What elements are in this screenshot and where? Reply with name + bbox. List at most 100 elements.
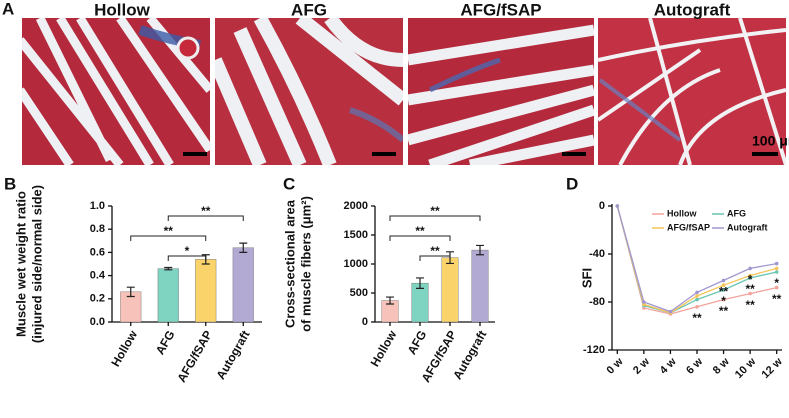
significance-label: **: [719, 304, 729, 318]
y-tick-label: 0.6: [90, 246, 105, 258]
point: [721, 278, 726, 283]
y-axis-title: Muscle wet weight ratio: [13, 191, 28, 337]
x-tick-label: 4 w: [658, 355, 679, 376]
x-tick-label: AFG: [153, 328, 178, 357]
image-afg-fsap: [408, 18, 594, 165]
panel-label: C: [283, 174, 295, 193]
point: [721, 297, 726, 302]
x-tick-label: 0 w: [604, 355, 625, 376]
point: [748, 266, 752, 271]
bar: [471, 249, 489, 323]
y-tick-label: 0: [599, 200, 605, 212]
y-tick-label: -40: [589, 248, 605, 260]
y-axis-title: SFI: [579, 268, 594, 288]
significance-label: **: [430, 204, 440, 218]
x-tick-label: Hollow: [108, 328, 140, 370]
y-tick-label: -120: [583, 344, 605, 356]
panel-label: B: [4, 174, 16, 193]
significance-bracket: [389, 235, 451, 241]
bar: [157, 268, 179, 323]
bar: [441, 257, 459, 323]
significance-label: **: [719, 285, 729, 299]
x-tick-label: AFG: [405, 328, 430, 357]
panel-label: A: [2, 0, 14, 18]
y-tick-label: 1.0: [90, 200, 105, 212]
error-bar: [416, 277, 424, 289]
y-tick-label: 0.8: [90, 223, 105, 235]
x-tick-label: 12 w: [760, 355, 786, 381]
y-tick-label: 0.4: [90, 270, 106, 282]
histology-images: [22, 18, 786, 165]
legend-label: AFG/fSAP: [667, 222, 710, 232]
image-title: AFG/fSAP: [460, 0, 541, 19]
y-tick-label: 0.0: [90, 316, 105, 328]
x-tick-label: 6 w: [684, 355, 705, 376]
point: [774, 270, 779, 274]
image-title: Autograft: [654, 0, 731, 19]
point: [774, 285, 779, 290]
error-bar: [164, 266, 173, 271]
legend-label: Autograft: [727, 222, 768, 232]
point: [668, 309, 673, 314]
legend-label: AFG: [727, 208, 746, 218]
point: [774, 261, 779, 266]
x-tick-label: Autograft: [213, 328, 252, 382]
panel-label: D: [566, 174, 578, 193]
error-bar: [386, 296, 394, 305]
significance-label: **: [745, 298, 755, 312]
bar: [411, 282, 429, 323]
x-tick-label: 2 w: [631, 355, 652, 376]
significance-label: *: [185, 244, 190, 258]
significance-label: **: [745, 282, 755, 296]
y-tick-label: 1500: [344, 229, 368, 241]
x-tick-label: Hollow: [368, 328, 400, 370]
y-tick-label: 0: [362, 316, 368, 328]
x-tick-label: 8 w: [711, 355, 732, 376]
significance-label: *: [748, 273, 753, 287]
y-tick-label: 0.2: [90, 293, 105, 305]
error-bar: [476, 244, 484, 256]
x-tick-label: AFG/fSAP: [174, 328, 215, 385]
image-hollow: [22, 18, 210, 165]
error-bar: [126, 286, 135, 298]
y-axis-title: of muscle fibers (μm²): [298, 196, 313, 332]
point: [615, 204, 620, 208]
point: [695, 290, 699, 295]
y-tick-label: 500: [350, 287, 368, 299]
y-tick-label: -80: [589, 296, 605, 308]
y-tick-label: 1000: [344, 258, 368, 270]
point: [695, 294, 699, 298]
error-bar: [239, 242, 248, 253]
point: [774, 266, 779, 271]
y-tick-label: 2000: [344, 200, 368, 212]
y-axis-title: (injured side/normal side): [29, 185, 44, 343]
image-title: Hollow: [94, 0, 150, 19]
point: [748, 291, 752, 296]
point: [695, 297, 699, 302]
significance-label: **: [430, 244, 440, 258]
significance-label: **: [772, 292, 782, 306]
legend-label: Hollow: [667, 208, 697, 218]
image-autograft: [598, 18, 786, 165]
point: [748, 273, 752, 278]
image-title: AFG: [291, 0, 327, 19]
image-afg: [215, 18, 403, 165]
point: [695, 305, 699, 309]
significance-label: **: [164, 224, 174, 238]
significance-bracket: [167, 255, 207, 261]
significance-label: *: [721, 294, 726, 308]
point: [721, 283, 726, 288]
significance-bracket: [389, 215, 481, 221]
significance-label: **: [415, 224, 425, 238]
significance-bracket: [130, 235, 207, 241]
point: [721, 288, 726, 292]
significance-label: *: [774, 276, 779, 290]
significance-label: **: [201, 204, 211, 218]
significance-bracket: [167, 215, 244, 221]
significance-label: **: [692, 311, 702, 325]
y-axis-title: Cross-sectional area: [282, 199, 297, 328]
bar: [232, 247, 254, 323]
significance-bracket: [419, 255, 451, 261]
scale-bar-label: 100 μm: [752, 133, 789, 149]
